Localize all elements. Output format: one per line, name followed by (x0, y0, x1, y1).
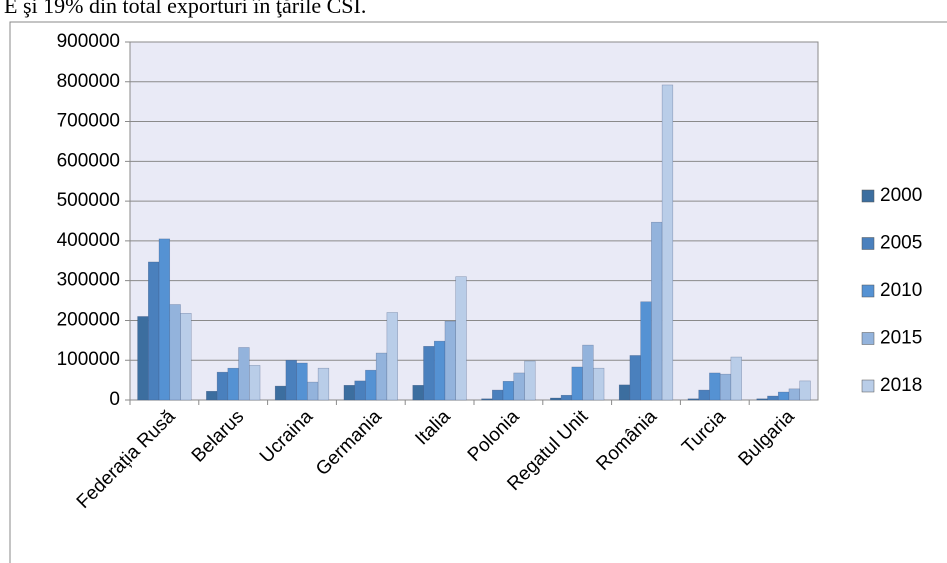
bar (216, 371, 229, 401)
bar (698, 389, 710, 401)
x-tick-label: Polonia (464, 406, 524, 466)
bar (455, 276, 467, 401)
document-text: E şi 19% din total exporturi în ţările C… (4, 0, 366, 18)
plot-area (129, 41, 819, 401)
bar (640, 301, 652, 401)
bar (550, 397, 562, 401)
bar (169, 304, 181, 401)
y-tick-label: 800000 (57, 71, 120, 92)
bar (719, 373, 732, 401)
legend-swatch (861, 332, 875, 345)
y-tick-label: 400000 (57, 230, 120, 251)
legend-swatch (861, 189, 875, 203)
bar (571, 366, 583, 401)
bar (767, 395, 779, 401)
bar (386, 312, 398, 401)
bar (661, 84, 674, 401)
bar (709, 372, 721, 401)
x-tick-label: Italia (411, 406, 455, 450)
bar (730, 356, 742, 401)
y-tick-label: 100000 (57, 349, 120, 370)
bar (343, 385, 355, 401)
x-tick-label: Federația Rusă (73, 406, 180, 513)
bar (354, 380, 366, 401)
bar (629, 355, 641, 401)
y-tick-label: 700000 (57, 111, 120, 132)
x-tick-label: România (592, 406, 661, 475)
bar (375, 352, 388, 401)
bar (238, 347, 250, 401)
bar (788, 388, 800, 401)
bar (433, 340, 446, 401)
bar (618, 384, 631, 401)
legend-label: 2000 (880, 185, 922, 206)
legend-label: 2018 (880, 375, 922, 396)
y-tick-label: 300000 (57, 270, 120, 291)
bar (307, 381, 319, 401)
bar (492, 389, 504, 401)
legend-swatch (861, 237, 875, 250)
y-tick-label: 500000 (57, 190, 120, 211)
bar (687, 398, 699, 401)
bar (180, 313, 192, 401)
x-tick-label: Bulgaria (735, 406, 799, 470)
bar (296, 362, 308, 401)
legend-swatch (861, 284, 875, 298)
bar (777, 391, 790, 401)
bar (756, 398, 768, 401)
bar (158, 238, 171, 401)
bar (481, 398, 493, 401)
legend-swatch (861, 379, 875, 393)
bar (582, 344, 594, 401)
bar (274, 385, 287, 401)
bar (524, 360, 536, 401)
bar (137, 316, 149, 401)
x-tick-label: Ucraina (256, 406, 317, 467)
bar (317, 367, 330, 401)
legend-label: 2015 (880, 328, 922, 349)
chart-frame (9, 21, 947, 563)
x-tick-label: Belarus (188, 406, 248, 466)
x-tick-label: Germania (312, 406, 386, 480)
bar (423, 346, 435, 401)
y-tick-label: 0 (109, 389, 120, 410)
bar (651, 221, 663, 401)
y-tick-label: 900000 (57, 31, 120, 52)
bar (148, 261, 160, 401)
bar (365, 369, 377, 401)
bar (560, 394, 573, 401)
bar (513, 372, 525, 401)
bar (285, 359, 297, 401)
bar (412, 385, 424, 401)
y-tick-label: 600000 (57, 150, 120, 171)
y-tick-label: 200000 (57, 309, 120, 330)
bar (249, 365, 261, 401)
bar (227, 367, 239, 401)
legend-label: 2005 (880, 233, 922, 254)
x-tick-label: Turcia (678, 406, 730, 458)
bar (799, 380, 811, 401)
legend-label: 2010 (880, 280, 922, 301)
bar (502, 381, 515, 401)
bar (444, 320, 456, 401)
bar (593, 367, 605, 401)
bar (206, 390, 218, 401)
